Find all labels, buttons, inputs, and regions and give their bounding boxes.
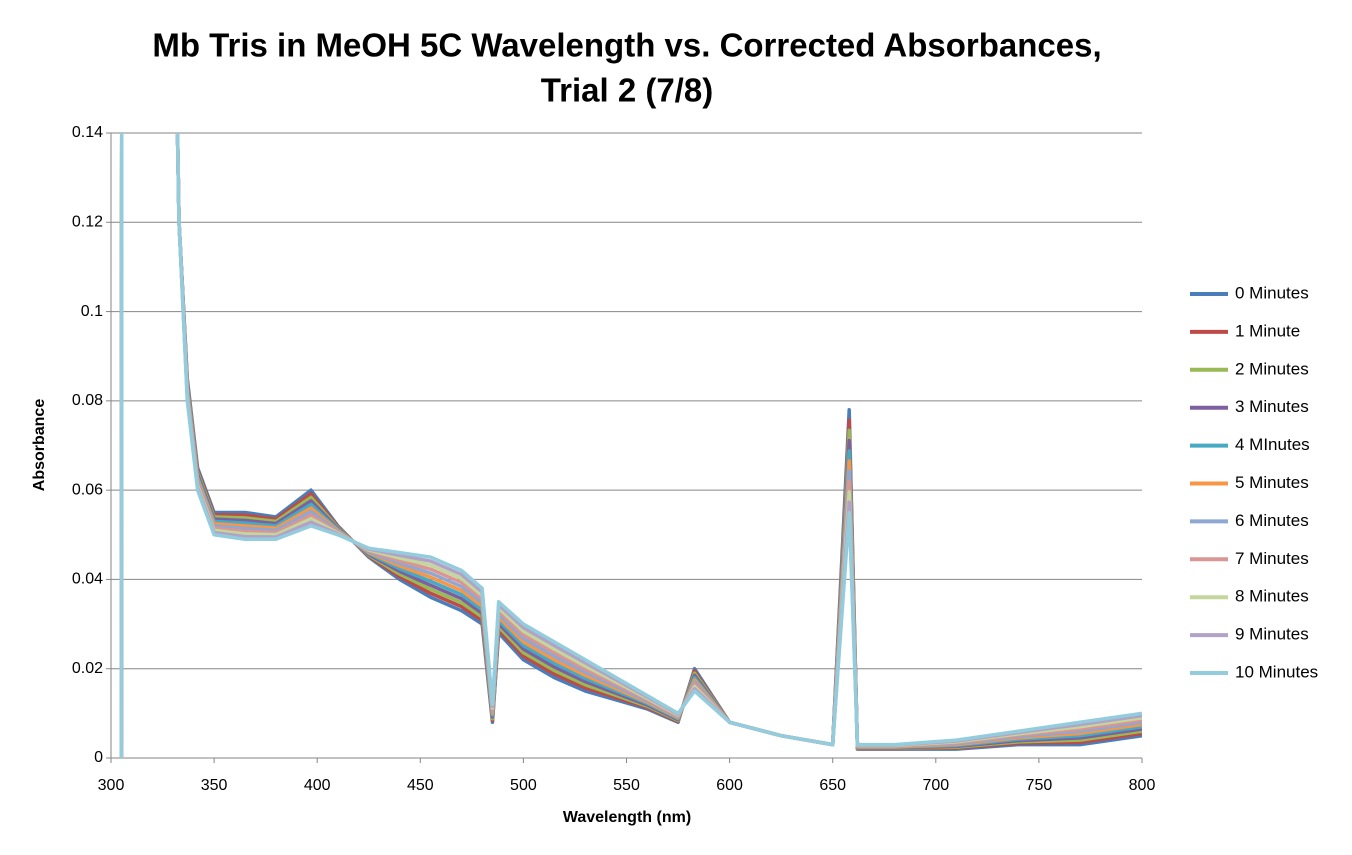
- y-tick-label: 0.1: [81, 303, 103, 320]
- legend-label: 9 Minutes: [1235, 625, 1309, 644]
- series-line: [119, 133, 1142, 758]
- y-tick-label: 0.08: [72, 392, 103, 409]
- x-tick-label: 400: [304, 777, 331, 794]
- legend-label: 6 Minutes: [1235, 511, 1309, 530]
- legend-label: 5 Minutes: [1235, 473, 1309, 492]
- y-tick-label: 0.06: [72, 481, 103, 498]
- series-line: [119, 133, 1142, 758]
- legend-label: 8 Minutes: [1235, 587, 1309, 606]
- y-tick-label: 0.14: [72, 124, 103, 141]
- y-tick-label: 0: [94, 749, 103, 766]
- x-tick-label: 550: [613, 777, 640, 794]
- series-line: [119, 133, 1142, 758]
- legend-label: 10 Minutes: [1235, 662, 1318, 681]
- x-tick-label: 600: [716, 777, 743, 794]
- x-tick-label: 750: [1026, 777, 1053, 794]
- x-axis-label: Wavelength (nm): [563, 809, 691, 826]
- legend-label: 0 Minutes: [1235, 283, 1309, 302]
- series-line: [119, 133, 1142, 758]
- legend-label: 4 MInutes: [1235, 435, 1310, 454]
- legend-label: 7 Minutes: [1235, 549, 1309, 568]
- y-tick-label: 0.12: [72, 214, 103, 231]
- x-tick-label: 350: [201, 777, 228, 794]
- legend-label: 1 Minute: [1235, 321, 1300, 340]
- series-line: [119, 133, 1142, 758]
- legend-label: 3 Minutes: [1235, 397, 1309, 416]
- x-tick-label: 500: [510, 777, 537, 794]
- x-tick-label: 450: [407, 777, 434, 794]
- series-line: [119, 133, 1142, 758]
- x-tick-label: 800: [1129, 777, 1156, 794]
- x-tick-label: 650: [819, 777, 846, 794]
- y-tick-label: 0.04: [72, 571, 103, 588]
- chart-title: Mb Tris in MeOH 5C Wavelength vs. Correc…: [152, 27, 1101, 64]
- x-tick-label: 700: [922, 777, 949, 794]
- series-line: [119, 133, 1142, 758]
- plot-area: [119, 133, 1142, 758]
- y-tick-label: 0.02: [72, 660, 103, 677]
- y-axis-label: Absorbance: [31, 399, 48, 492]
- series-line: [119, 133, 1142, 758]
- x-tick-label: 300: [98, 777, 125, 794]
- chart-title: Trial 2 (7/8): [541, 72, 713, 109]
- series-line: [119, 133, 1142, 758]
- series-line: [119, 133, 1142, 758]
- legend-label: 2 Minutes: [1235, 359, 1309, 378]
- series-line: [119, 133, 1142, 758]
